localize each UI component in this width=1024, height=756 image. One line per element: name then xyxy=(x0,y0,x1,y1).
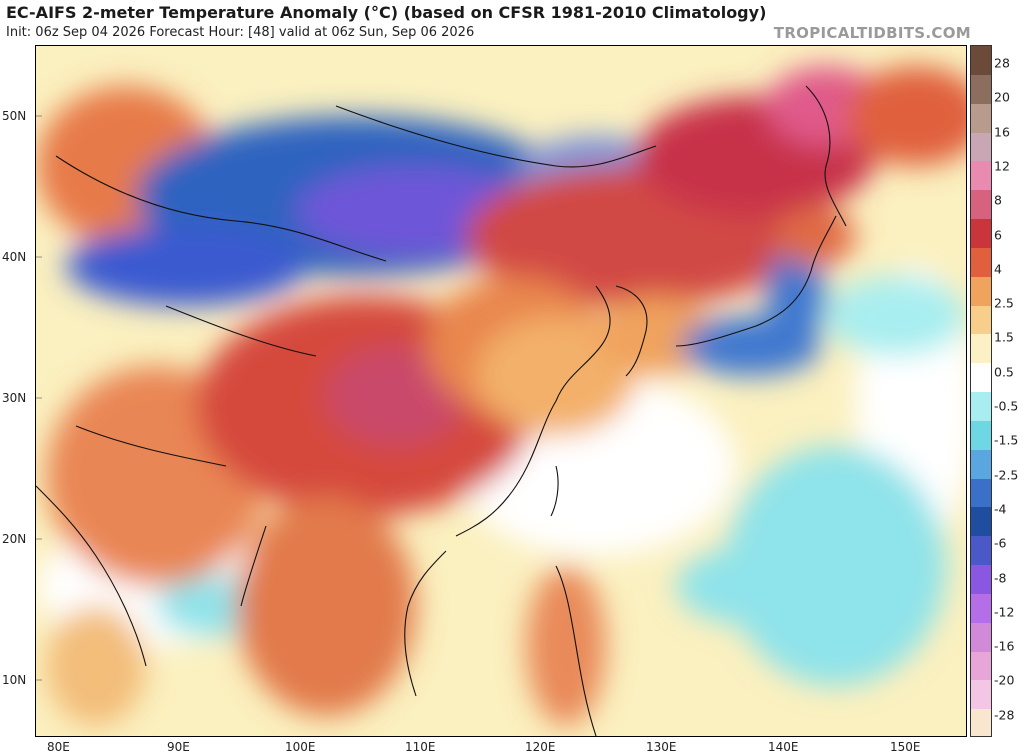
colorbar-segment xyxy=(971,334,991,365)
colorbar-label: 28 xyxy=(994,55,1010,71)
graticule xyxy=(36,115,42,681)
longitude-label: 130E xyxy=(646,740,677,754)
colorbar-label: -8 xyxy=(994,570,1007,585)
colorbar-label: -6 xyxy=(994,535,1007,551)
colorbar-segment xyxy=(971,247,991,278)
colorbar-segment xyxy=(971,132,991,163)
colorbar-label: 20 xyxy=(994,89,1010,105)
latitude-label: 40N xyxy=(2,250,27,264)
colorbar-segment xyxy=(971,709,991,736)
longitude-label: 150E xyxy=(890,740,921,754)
colorbar-label: -12 xyxy=(994,604,1015,620)
colorbar-segment xyxy=(971,219,991,249)
colorbar-label: 12 xyxy=(994,158,1010,174)
longitude-label: 90E xyxy=(167,740,190,754)
colorbar xyxy=(970,45,992,737)
colorbar-segment xyxy=(971,622,991,653)
colorbar-segment xyxy=(971,190,991,220)
colorbar-label: 6 xyxy=(994,227,1002,242)
colorbar-segment xyxy=(971,536,991,566)
colorbar-label: -16 xyxy=(994,638,1015,654)
colorbar-segment xyxy=(971,651,991,682)
longitude-label: 80E xyxy=(47,740,70,754)
colorbar-segment xyxy=(971,449,991,480)
colorbar-segment xyxy=(971,680,991,711)
longitude-label: 140E xyxy=(768,740,799,754)
coastlines xyxy=(36,85,847,736)
colorbar-label: 4 xyxy=(994,261,1002,277)
latitude-label: 20N xyxy=(2,532,27,546)
colorbar-segment xyxy=(971,593,991,624)
colorbar-label: 2.5 xyxy=(994,295,1014,311)
colorbar-label: 0.5 xyxy=(994,364,1014,380)
colorbar-label: -28 xyxy=(994,707,1015,723)
longitude-label: 120E xyxy=(525,740,556,754)
colorbar-label: 1.5 xyxy=(994,329,1014,345)
colorbar-segment xyxy=(971,478,991,509)
colorbar-segment xyxy=(971,565,991,595)
colorbar-label: -2.5 xyxy=(994,467,1019,483)
colorbar-segment xyxy=(971,305,991,336)
colorbar-segment xyxy=(971,74,991,105)
longitude-label: 100E xyxy=(285,740,316,754)
colorbar-label: -20 xyxy=(994,672,1015,688)
colorbar-segment xyxy=(971,392,991,422)
brand-watermark: TROPICALTIDBITS.COM xyxy=(773,24,971,42)
colorbar-label: -4 xyxy=(994,501,1007,517)
colorbar-label: 8 xyxy=(994,192,1002,208)
chart-title: EC-AIFS 2-meter Temperature Anomaly (°C)… xyxy=(6,3,767,22)
temperature-anomaly-map xyxy=(35,45,967,737)
latitude-label: 10N xyxy=(2,673,27,687)
colorbar-segment xyxy=(971,363,991,393)
longitude-label: 110E xyxy=(405,740,436,754)
colorbar-segment xyxy=(971,420,991,451)
colorbar-segment xyxy=(971,46,991,76)
colorbar-segment xyxy=(971,103,991,134)
colorbar-label: -1.5 xyxy=(994,432,1019,448)
colorbar-label: -0.5 xyxy=(994,398,1019,414)
colorbar-segment xyxy=(971,161,991,192)
latitude-label: 50N xyxy=(2,109,27,123)
colorbar-segment xyxy=(971,507,991,538)
map-canvas xyxy=(36,46,966,736)
latitude-label: 30N xyxy=(2,391,27,405)
colorbar-segment xyxy=(971,276,991,307)
init-valid-subtitle: Init: 06z Sep 04 2026 Forecast Hour: [48… xyxy=(6,25,475,40)
colorbar-label: 16 xyxy=(994,124,1010,140)
